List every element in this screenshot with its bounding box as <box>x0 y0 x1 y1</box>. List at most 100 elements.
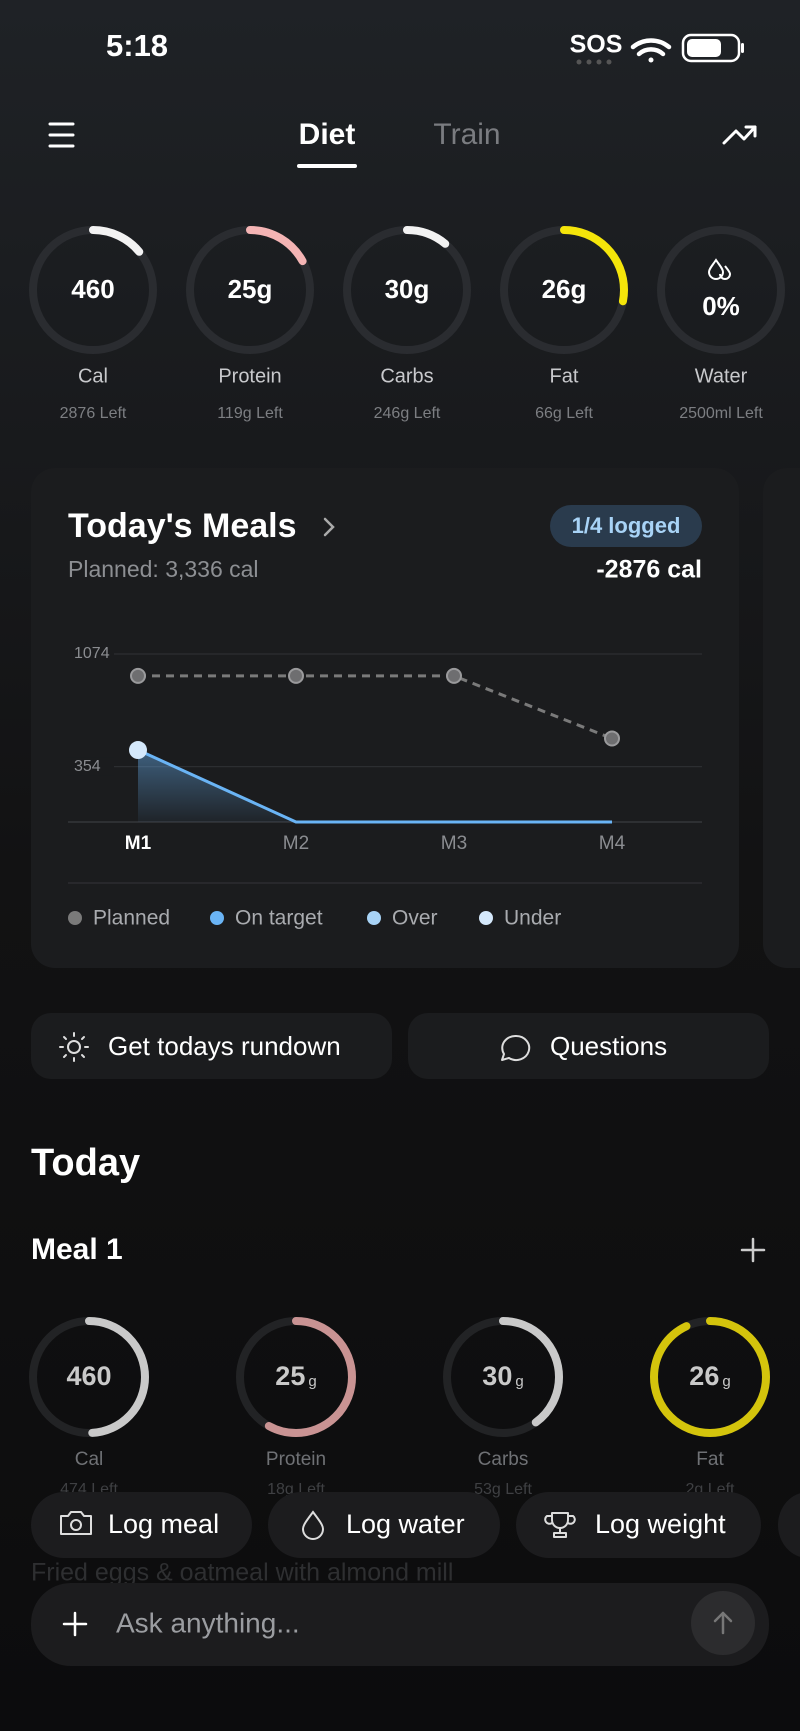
questions-label: Questions <box>550 1031 667 1061</box>
planned-point <box>288 667 304 684</box>
rundown-button[interactable] <box>31 1013 392 1079</box>
wifi-icon <box>630 38 672 63</box>
tab-underline <box>297 164 357 168</box>
attach-button[interactable] <box>62 1611 88 1637</box>
menu-button[interactable] <box>48 122 75 148</box>
calorie-delta: -2876 cal <box>596 556 702 584</box>
meal-ring-unit: g <box>515 1373 523 1390</box>
ring-label: Fat <box>550 365 579 387</box>
summary-rings: 460 Cal 2876 Left 25g Protein 119g Left 30g Car… <box>29 226 785 422</box>
meal-ring-label: Carbs <box>478 1449 529 1470</box>
ring-progress <box>650 1317 770 1437</box>
meal-ring-number: 25 <box>275 1361 305 1391</box>
status-carrier: SOS <box>570 31 623 59</box>
ring-value: 30g <box>385 274 430 304</box>
x-tick-label: M3 <box>441 833 467 854</box>
ring-progress <box>500 226 628 354</box>
tab-train[interactable]: Train <box>433 118 500 151</box>
ring-progress <box>29 226 157 354</box>
ring-progress <box>186 226 314 354</box>
actual-line <box>137 748 612 824</box>
ring-value: 25g <box>228 274 273 304</box>
meal-ring-label: Fat <box>696 1449 724 1470</box>
meal-name: Meal 1 <box>31 1233 123 1266</box>
ask-placeholder: Ask anything... <box>116 1607 300 1638</box>
ring-progress <box>29 1317 149 1437</box>
trends-button[interactable] <box>722 125 757 145</box>
planned-point <box>130 667 146 684</box>
tick-label-bg <box>66 645 114 663</box>
trophy-icon <box>544 1512 576 1538</box>
ring-progress <box>443 1317 563 1437</box>
questions-button[interactable] <box>408 1013 769 1079</box>
legend-dot <box>68 911 82 925</box>
planned-total: Planned: 3,336 cal <box>68 556 259 582</box>
legend-dot <box>367 911 381 925</box>
meal-ring-number: 26 <box>689 1361 719 1391</box>
more-actions-button[interactable] <box>778 1492 800 1558</box>
planned-point <box>446 667 462 684</box>
y-tick-label: 354 <box>74 758 101 775</box>
ring-label: Protein <box>218 365 281 387</box>
legend-label: Over <box>392 907 438 930</box>
next-card[interactable] <box>763 468 800 968</box>
log-water-label: Log water <box>346 1509 465 1539</box>
legend-dot <box>210 911 224 925</box>
tab-diet[interactable]: Diet <box>299 118 356 151</box>
x-tick-label: M4 <box>599 833 626 854</box>
legend-label: On target <box>235 907 323 930</box>
status-time: 5:18 <box>106 28 168 63</box>
ring-left: 2500ml Left <box>679 405 763 422</box>
log-meal-label: Log meal <box>108 1509 219 1539</box>
meals-card-title: Today's Meals <box>68 507 297 545</box>
meal-ring-value: 25 g <box>275 1361 316 1391</box>
add-meal-button[interactable] <box>740 1237 766 1263</box>
ring-label: Cal <box>78 365 108 387</box>
ring-label: Carbs <box>380 365 433 387</box>
meals-card[interactable] <box>31 468 739 968</box>
legend-label: Under <box>504 907 561 930</box>
planned-point <box>604 730 620 747</box>
x-tick-label: M2 <box>283 833 309 854</box>
ask-input[interactable] <box>31 1583 769 1666</box>
log-meal-button[interactable] <box>31 1492 252 1558</box>
meal-ring-value: 26 g <box>689 1361 730 1391</box>
ring-left: 119g Left <box>217 405 283 422</box>
ring-left: 2876 Left <box>60 405 127 422</box>
legend-dot <box>479 911 493 925</box>
drop-icon <box>301 1510 325 1540</box>
meal-description: Fried eggs & oatmeal with almond mill <box>31 1559 453 1587</box>
meal-ring-label: Cal <box>75 1449 104 1470</box>
ring-progress <box>236 1317 356 1437</box>
meal-ring-number: 460 <box>66 1361 111 1391</box>
meal-ring-left: 53g Left <box>474 1481 532 1498</box>
meal-ring-value: 460 <box>66 1361 111 1391</box>
chat-icon <box>501 1034 531 1061</box>
ring-progress <box>343 226 471 354</box>
camera-icon <box>60 1511 92 1535</box>
log-water-button[interactable] <box>268 1492 500 1558</box>
meal-ring-label: Protein <box>266 1449 326 1470</box>
ring-value: 0% <box>702 291 740 321</box>
signal-dots <box>576 59 612 65</box>
ring-left: 246g Left <box>374 405 441 422</box>
meals-chart: 354 1074 M1 M2 M3 M4 Planned On target Over Under <box>66 645 702 930</box>
sun-icon <box>59 1032 89 1062</box>
ring-left: 66g Left <box>535 405 593 422</box>
actual-point <box>129 741 147 760</box>
log-weight-label: Log weight <box>595 1509 726 1539</box>
ring-label: Water <box>695 365 748 387</box>
send-arrow <box>713 1611 733 1635</box>
rundown-label: Get todays rundown <box>108 1031 341 1061</box>
water-icon <box>707 258 732 280</box>
tick-label-bg <box>66 757 114 776</box>
meal-ring-unit: g <box>722 1373 730 1390</box>
y-tick-label: 1074 <box>74 645 110 662</box>
x-tick-label: M1 <box>125 833 152 854</box>
log-weight-button[interactable] <box>516 1492 761 1558</box>
today-title: Today <box>31 1142 140 1184</box>
chevron <box>323 517 335 537</box>
